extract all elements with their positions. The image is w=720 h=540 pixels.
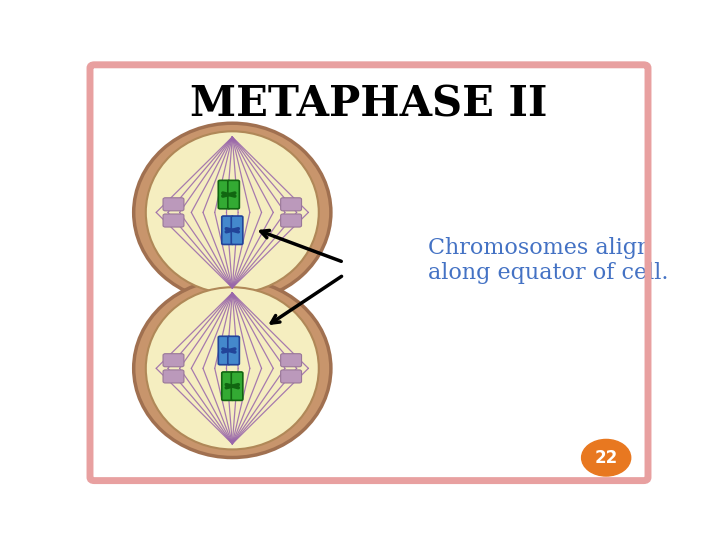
FancyBboxPatch shape (231, 216, 243, 245)
FancyBboxPatch shape (163, 214, 184, 227)
Ellipse shape (134, 123, 331, 302)
FancyBboxPatch shape (163, 198, 184, 211)
FancyBboxPatch shape (281, 354, 302, 367)
Circle shape (582, 440, 631, 476)
FancyBboxPatch shape (218, 336, 230, 365)
FancyBboxPatch shape (218, 180, 230, 209)
FancyBboxPatch shape (228, 336, 239, 365)
FancyBboxPatch shape (163, 370, 184, 383)
Ellipse shape (134, 279, 331, 457)
FancyBboxPatch shape (222, 216, 233, 245)
Text: Chromosomes align
along equator of cell.: Chromosomes align along equator of cell. (428, 237, 668, 284)
FancyBboxPatch shape (281, 214, 302, 227)
FancyBboxPatch shape (281, 370, 302, 383)
Text: METAPHASE II: METAPHASE II (190, 84, 548, 125)
FancyBboxPatch shape (228, 180, 239, 209)
FancyBboxPatch shape (163, 354, 184, 367)
FancyBboxPatch shape (222, 372, 233, 400)
Ellipse shape (145, 287, 319, 449)
FancyBboxPatch shape (231, 372, 243, 400)
Text: 22: 22 (595, 449, 618, 467)
Ellipse shape (145, 131, 319, 294)
FancyBboxPatch shape (281, 198, 302, 211)
